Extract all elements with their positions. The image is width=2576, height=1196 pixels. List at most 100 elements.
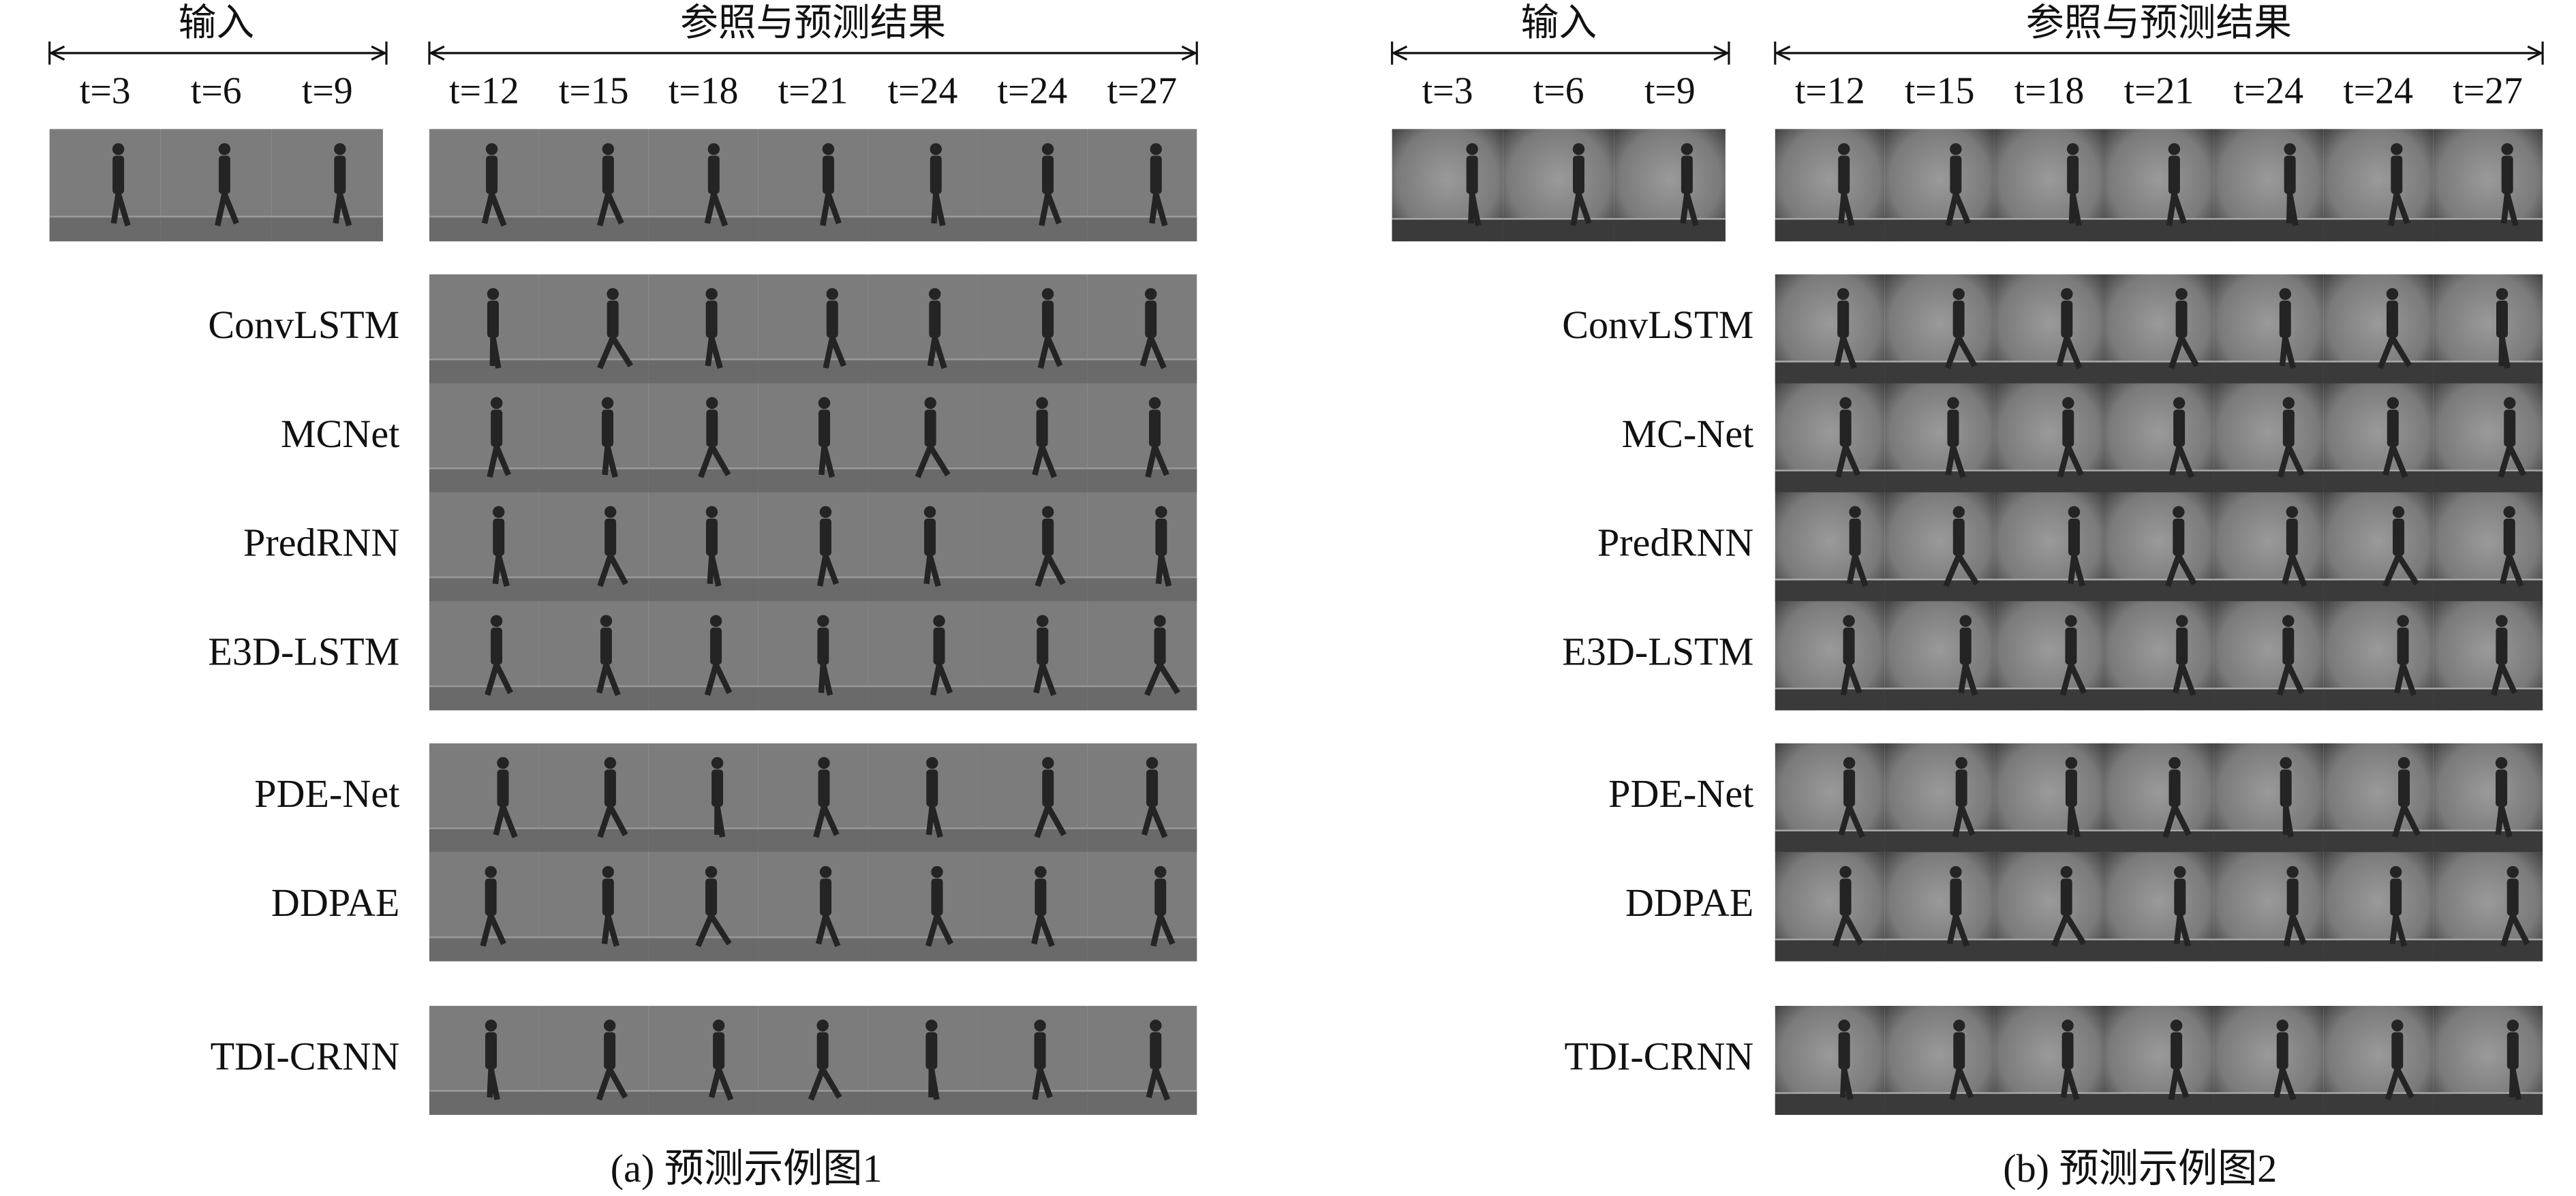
person-leg (1846, 805, 1865, 838)
frame-floor (2104, 1092, 2214, 1115)
frame-floor (648, 1090, 758, 1115)
frame-floor (648, 577, 758, 602)
person-leg (2172, 805, 2192, 836)
video-frame (2433, 743, 2543, 853)
person-leg (1157, 914, 1176, 945)
person-head (112, 143, 125, 155)
video-frame (2104, 492, 2214, 602)
person-body (2386, 301, 2398, 338)
frame-floor (1087, 828, 1197, 853)
video-frame (1994, 852, 2104, 962)
time-label: t=6 (1533, 70, 1584, 112)
arrow-head (428, 45, 445, 61)
person-leg (934, 914, 954, 945)
person-head (601, 397, 614, 410)
frame-floor (2323, 939, 2434, 962)
person-body (710, 627, 722, 665)
person-head (604, 756, 617, 769)
person-body (2171, 1032, 2183, 1069)
frame-floor (758, 937, 868, 962)
person-head (2282, 397, 2295, 410)
person-leg (610, 336, 634, 368)
frame-floor (648, 216, 758, 242)
person-body (1839, 878, 1852, 916)
video-frame (758, 129, 868, 242)
video-frame (1775, 383, 1885, 493)
frame-floor (1994, 361, 2104, 384)
person-head (2503, 506, 2515, 519)
frame-floor (538, 577, 649, 602)
frame-floor (1087, 937, 1197, 962)
person-leg (1956, 1068, 1974, 1099)
person-leg (2068, 555, 2077, 585)
frame-floor (2213, 579, 2324, 602)
person-leg (695, 914, 714, 947)
frame-floor (758, 828, 868, 853)
person-head (602, 865, 615, 878)
input-label: 输入 (179, 2, 254, 44)
person-body (926, 769, 938, 807)
person-head (1843, 615, 1855, 627)
person-leg (493, 806, 506, 836)
person-leg (709, 445, 731, 476)
caption: (b) 预测示例图2 (2003, 1146, 2277, 1191)
person-body (491, 627, 503, 665)
arrow-head (1181, 45, 1198, 61)
person-head (1041, 288, 1054, 301)
person-body (924, 518, 936, 556)
person-leg (492, 555, 502, 585)
frame-floor (1087, 686, 1197, 711)
video-frame (2323, 492, 2434, 602)
video-frame (1884, 852, 1995, 962)
person-leg (2064, 914, 2087, 946)
frame-floor (1614, 219, 1726, 242)
person-body (604, 518, 617, 556)
person-body (2282, 627, 2295, 665)
person-leg (2395, 1068, 2414, 1099)
person-body (706, 518, 718, 556)
person-head (705, 288, 718, 301)
person-head (2276, 1019, 2288, 1032)
person-leg (711, 193, 729, 227)
frame-floor (758, 686, 868, 711)
person-body (930, 155, 942, 194)
person-body (2065, 769, 2077, 807)
person-body (2175, 301, 2188, 338)
person-leg (2500, 915, 2516, 947)
person-head (926, 756, 938, 769)
person-leg (2510, 914, 2530, 945)
video-frame (648, 601, 758, 711)
video-frame (977, 852, 1088, 962)
person-leg (2393, 193, 2410, 225)
frame-floor (868, 686, 978, 711)
person-body (1950, 155, 1962, 194)
person-leg (487, 1069, 494, 1098)
frame-floor (2104, 688, 2214, 711)
frame-floor (868, 1090, 978, 1115)
video-frame (868, 383, 978, 493)
person-head (709, 615, 722, 627)
person-body (487, 301, 499, 338)
person-body (1150, 1032, 1162, 1069)
person-leg (2279, 337, 2288, 367)
person-head (2389, 865, 2402, 878)
person-leg (698, 445, 715, 478)
person-body (1947, 410, 1959, 447)
person-leg (927, 337, 938, 367)
person-head (218, 143, 231, 155)
person-body (933, 627, 945, 665)
person-body (817, 627, 829, 665)
person-leg (1468, 194, 1475, 224)
frame-floor (868, 359, 978, 384)
video-frame (2433, 492, 2543, 602)
person-head (826, 288, 838, 301)
person-body (2173, 410, 2186, 447)
range-arrow (1774, 41, 2544, 65)
person-leg (823, 337, 835, 369)
person-body (2501, 155, 2513, 194)
caption: (a) 预测示例图1 (611, 1146, 883, 1191)
person-leg (2165, 554, 2181, 587)
person-leg (1838, 194, 1847, 224)
person-leg (2056, 337, 2070, 367)
person-leg (2506, 554, 2524, 587)
